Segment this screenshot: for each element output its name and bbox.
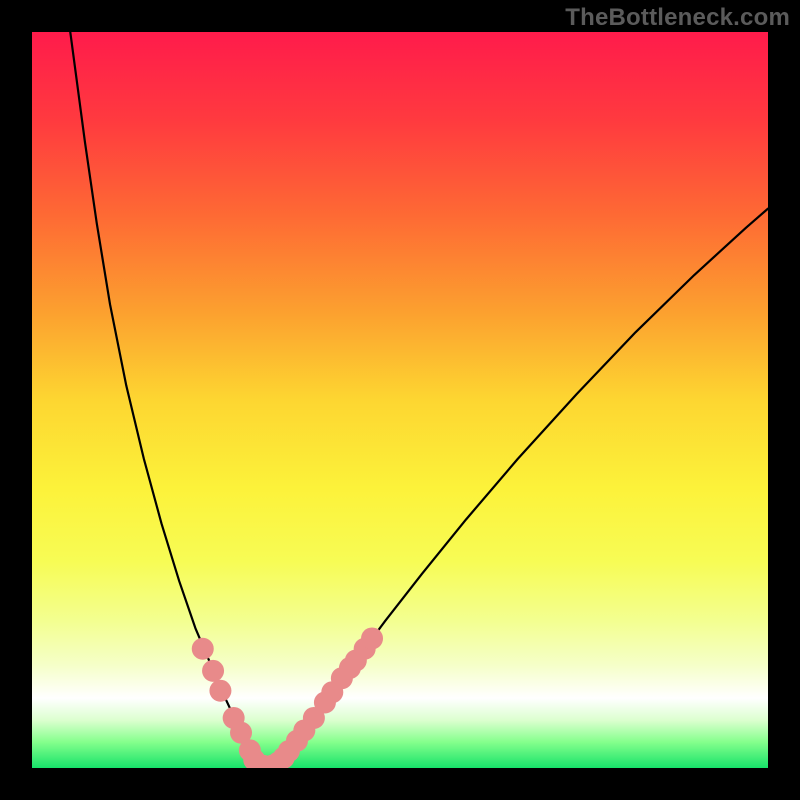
gradient-background: [32, 32, 768, 768]
chart-frame: TheBottleneck.com: [0, 0, 800, 800]
data-marker: [192, 638, 214, 660]
data-marker: [202, 660, 224, 682]
plot-svg: [32, 32, 768, 768]
plot-area: [32, 32, 768, 768]
data-marker: [209, 680, 231, 702]
data-marker: [361, 627, 383, 649]
watermark-text: TheBottleneck.com: [565, 4, 790, 32]
